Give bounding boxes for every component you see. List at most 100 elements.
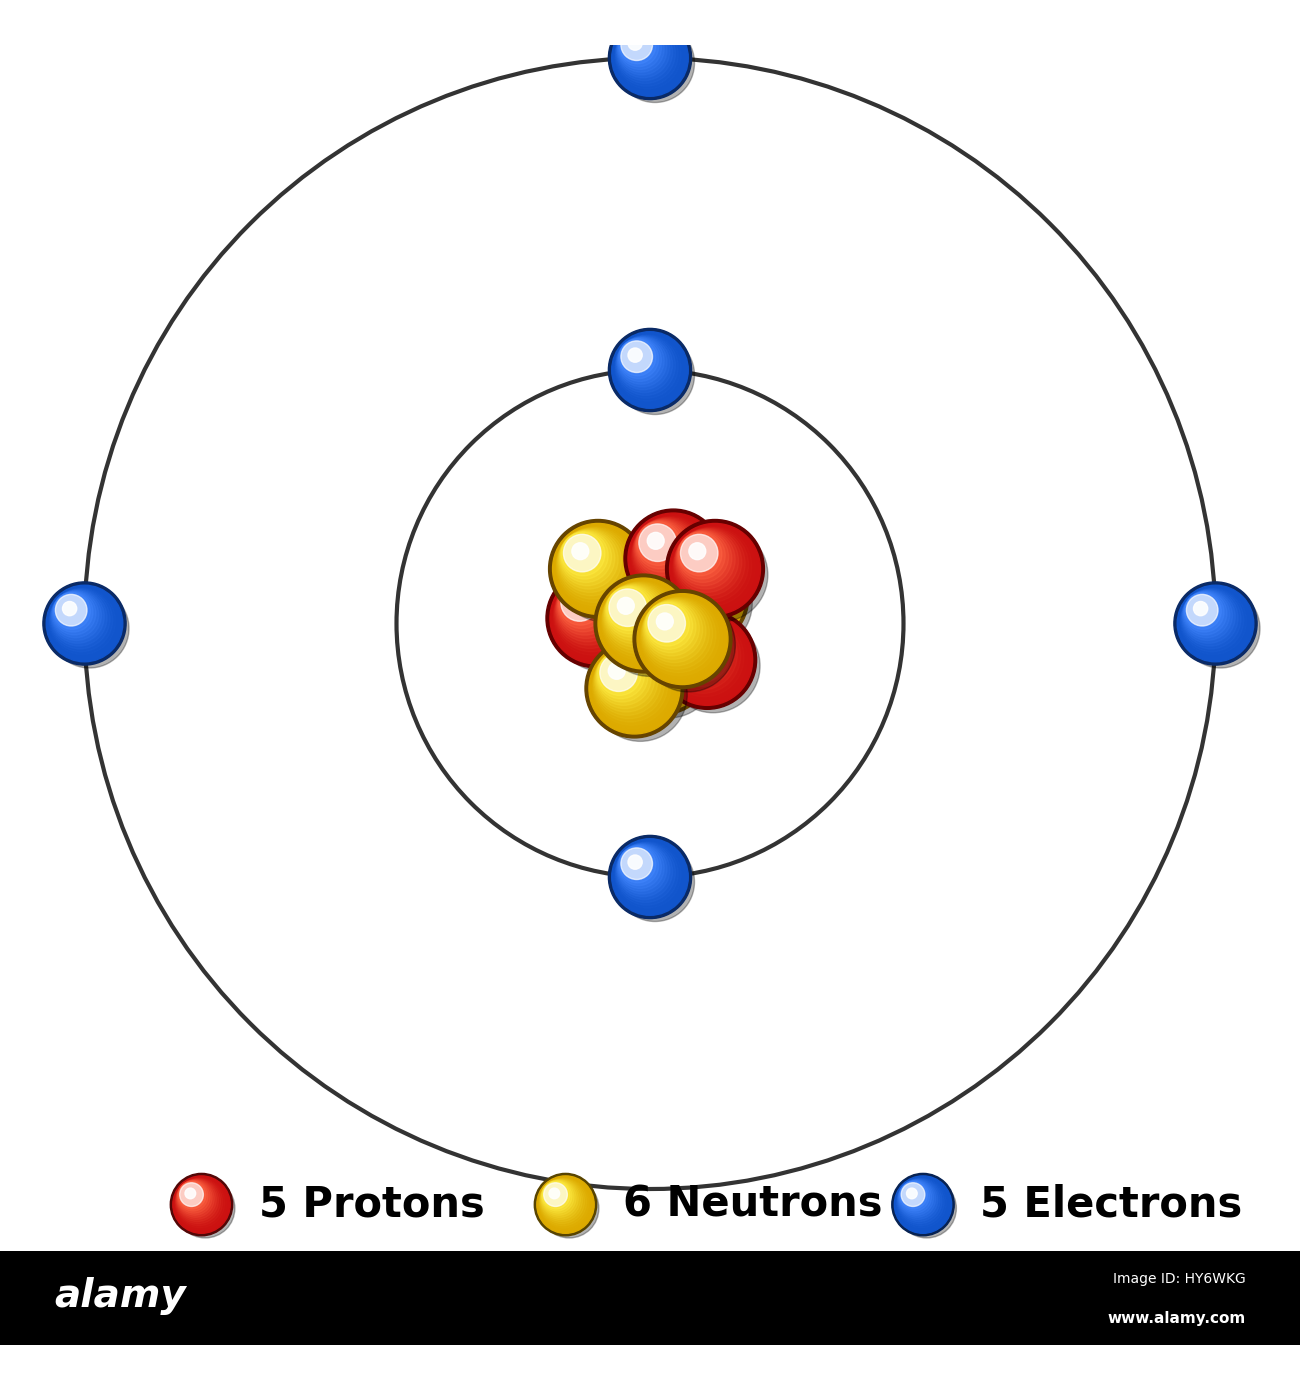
Circle shape [662,560,712,612]
Circle shape [595,651,651,705]
Circle shape [616,844,670,897]
Circle shape [628,348,642,363]
Circle shape [624,627,680,682]
Circle shape [179,1183,203,1207]
Circle shape [597,651,647,702]
Circle shape [658,556,729,628]
Circle shape [624,509,723,607]
Circle shape [1183,591,1230,638]
Circle shape [51,591,104,644]
Circle shape [641,598,712,669]
Circle shape [672,626,710,663]
Circle shape [592,549,682,641]
Circle shape [628,631,666,669]
Circle shape [49,588,113,652]
Text: Image ID: HY6WKG: Image ID: HY6WKG [1113,1272,1245,1287]
Circle shape [1187,595,1218,626]
Circle shape [614,616,712,714]
Circle shape [668,621,728,680]
Circle shape [572,542,589,560]
Circle shape [636,521,686,573]
Circle shape [619,338,662,381]
Circle shape [558,530,621,592]
Circle shape [630,516,714,599]
Circle shape [52,591,101,641]
Circle shape [677,531,728,582]
Circle shape [53,592,94,632]
Circle shape [894,1176,952,1233]
Circle shape [1179,587,1252,660]
Circle shape [176,1179,235,1238]
Circle shape [640,596,725,682]
Circle shape [597,555,664,621]
Circle shape [645,602,696,653]
Circle shape [542,1182,569,1209]
Circle shape [177,1180,212,1215]
Circle shape [49,589,110,649]
Circle shape [176,1179,222,1226]
Circle shape [604,584,664,644]
Circle shape [556,528,628,599]
Circle shape [660,559,720,617]
Circle shape [593,648,664,719]
Circle shape [614,22,684,92]
Circle shape [541,1180,576,1215]
Circle shape [658,556,733,631]
Circle shape [174,1177,225,1227]
Circle shape [597,555,660,619]
Circle shape [670,623,720,674]
Circle shape [543,1183,567,1207]
Circle shape [621,624,716,719]
Circle shape [621,624,697,699]
Circle shape [1180,588,1244,652]
Circle shape [173,1176,230,1233]
Circle shape [52,591,99,638]
Circle shape [1183,591,1232,641]
Circle shape [534,1173,597,1236]
Circle shape [615,841,681,908]
Circle shape [633,518,697,582]
Circle shape [641,598,716,673]
Circle shape [556,528,651,621]
Circle shape [621,848,653,880]
Circle shape [618,338,667,386]
Circle shape [556,527,632,602]
Circle shape [614,334,684,404]
Circle shape [1184,592,1225,632]
Circle shape [1180,588,1247,655]
Circle shape [540,1179,585,1223]
Circle shape [588,545,686,645]
Circle shape [1174,582,1257,664]
Circle shape [619,339,655,375]
Circle shape [898,1180,937,1219]
Circle shape [559,531,615,585]
Circle shape [554,577,625,649]
Circle shape [628,855,642,869]
Circle shape [552,524,644,614]
Circle shape [1178,585,1253,662]
Circle shape [896,1177,946,1227]
Circle shape [542,1182,572,1211]
Circle shape [615,335,681,400]
Circle shape [628,513,719,603]
Circle shape [670,623,718,670]
Circle shape [666,619,737,689]
Circle shape [601,580,686,667]
Circle shape [621,341,653,373]
Circle shape [634,520,694,578]
Circle shape [663,562,706,605]
Circle shape [656,555,742,641]
Circle shape [675,530,738,592]
Circle shape [659,557,723,621]
Circle shape [608,328,692,411]
Circle shape [623,626,686,688]
Circle shape [558,581,608,632]
Circle shape [614,841,684,910]
Circle shape [604,585,660,641]
Circle shape [550,573,641,664]
Circle shape [595,555,667,626]
Circle shape [666,520,764,619]
Circle shape [689,542,706,560]
Circle shape [616,24,672,81]
Circle shape [612,332,688,409]
